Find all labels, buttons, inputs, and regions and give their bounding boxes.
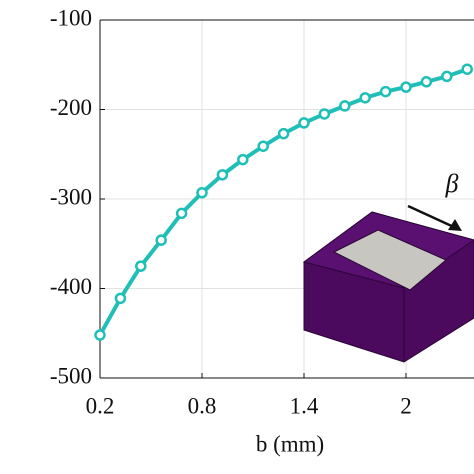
data-point xyxy=(461,63,473,75)
data-point xyxy=(379,85,392,98)
y-tick-label: -200 xyxy=(50,95,92,120)
data-point xyxy=(400,81,412,93)
data-point xyxy=(359,92,371,104)
annotation: β xyxy=(445,169,459,198)
data-point xyxy=(135,260,147,272)
x-tick-label: 0.2 xyxy=(86,393,115,418)
x-tick-label: 2 xyxy=(400,393,412,418)
data-point xyxy=(216,169,229,181)
data-point xyxy=(318,108,331,120)
data-point xyxy=(441,70,453,83)
y-tick-label: -300 xyxy=(50,184,92,209)
data-point xyxy=(237,153,249,166)
data-point xyxy=(175,207,188,220)
data-point xyxy=(339,100,351,112)
x-axis-label: b (mm) xyxy=(256,431,324,456)
data-point xyxy=(257,140,269,152)
data-point xyxy=(155,234,167,246)
y-tick-label: -100 xyxy=(50,5,92,30)
data-point xyxy=(298,117,310,129)
y-tick-label: -500 xyxy=(50,363,92,388)
data-point xyxy=(114,292,127,305)
inset-figure: β xyxy=(302,169,474,363)
data-point xyxy=(420,76,433,88)
data-point xyxy=(196,186,208,199)
y-tick-label: -400 xyxy=(50,274,92,299)
data-point xyxy=(277,127,290,140)
data-point xyxy=(94,329,106,341)
x-tick-label: 1.4 xyxy=(290,393,319,418)
x-tick-label: 0.8 xyxy=(188,393,217,418)
